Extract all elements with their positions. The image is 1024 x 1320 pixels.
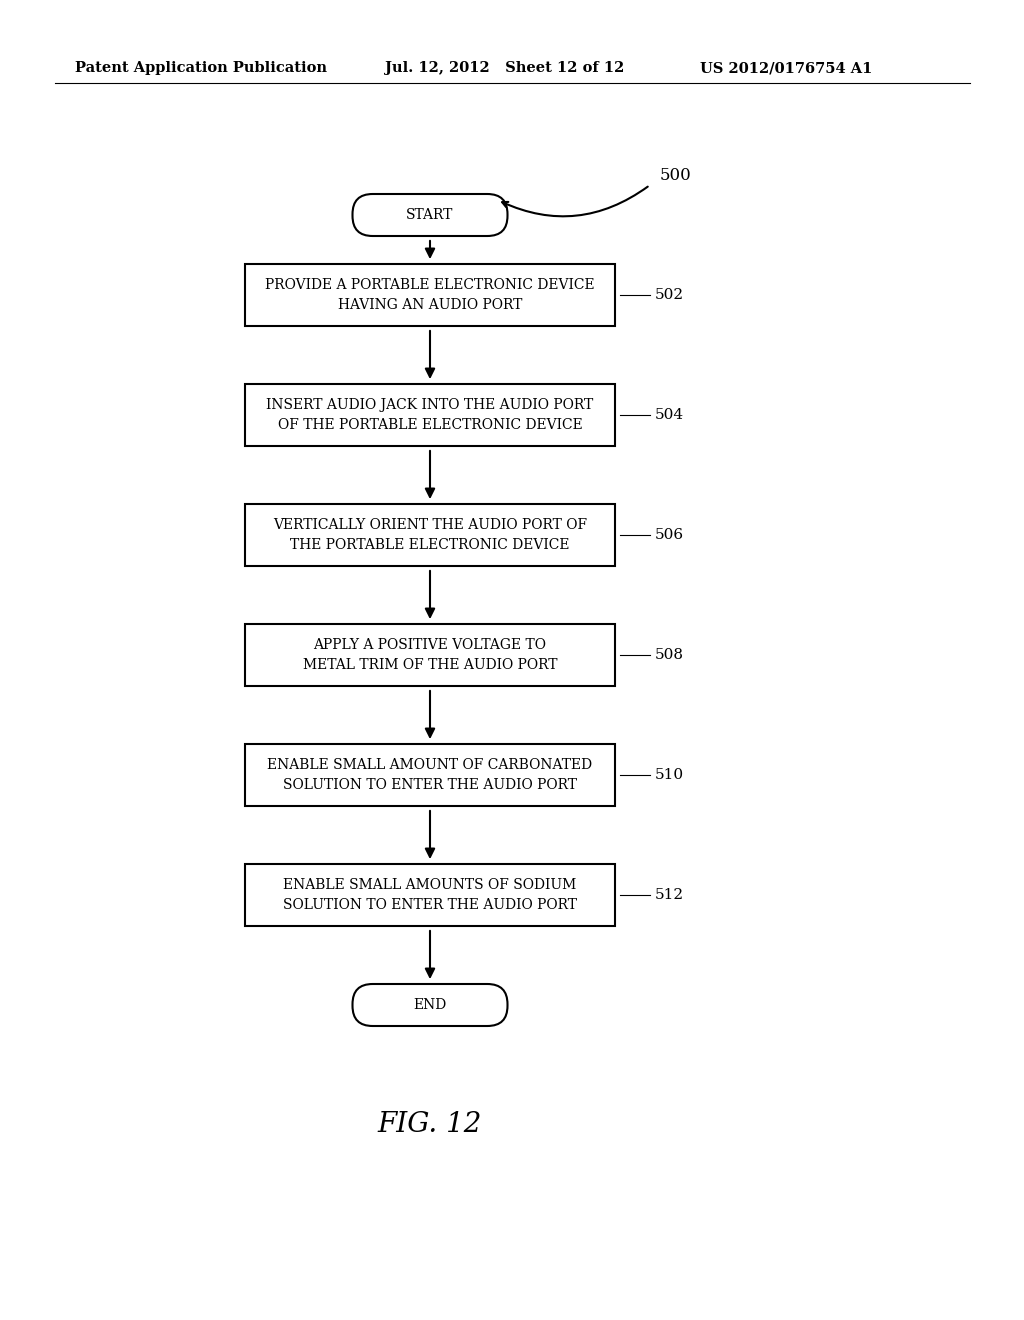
FancyBboxPatch shape [245, 744, 615, 807]
FancyBboxPatch shape [245, 624, 615, 686]
Text: 508: 508 [655, 648, 684, 663]
Text: PROVIDE A PORTABLE ELECTRONIC DEVICE: PROVIDE A PORTABLE ELECTRONIC DEVICE [265, 279, 595, 292]
Text: VERTICALLY ORIENT THE AUDIO PORT OF: VERTICALLY ORIENT THE AUDIO PORT OF [273, 517, 587, 532]
Text: THE PORTABLE ELECTRONIC DEVICE: THE PORTABLE ELECTRONIC DEVICE [290, 539, 569, 552]
Text: END: END [414, 998, 446, 1012]
Text: APPLY A POSITIVE VOLTAGE TO: APPLY A POSITIVE VOLTAGE TO [313, 638, 547, 652]
Text: START: START [407, 209, 454, 222]
FancyBboxPatch shape [352, 983, 508, 1026]
Text: HAVING AN AUDIO PORT: HAVING AN AUDIO PORT [338, 298, 522, 312]
FancyBboxPatch shape [352, 194, 508, 236]
Text: 500: 500 [660, 166, 692, 183]
Text: 502: 502 [655, 288, 684, 302]
Text: 512: 512 [655, 888, 684, 902]
FancyBboxPatch shape [245, 865, 615, 927]
FancyBboxPatch shape [245, 264, 615, 326]
Text: 504: 504 [655, 408, 684, 422]
Text: Patent Application Publication: Patent Application Publication [75, 61, 327, 75]
Text: ENABLE SMALL AMOUNTS OF SODIUM: ENABLE SMALL AMOUNTS OF SODIUM [284, 878, 577, 892]
FancyBboxPatch shape [245, 384, 615, 446]
Text: US 2012/0176754 A1: US 2012/0176754 A1 [700, 61, 872, 75]
Text: METAL TRIM OF THE AUDIO PORT: METAL TRIM OF THE AUDIO PORT [303, 657, 557, 672]
Text: FIG. 12: FIG. 12 [378, 1111, 482, 1138]
Text: 506: 506 [655, 528, 684, 543]
Text: ENABLE SMALL AMOUNT OF CARBONATED: ENABLE SMALL AMOUNT OF CARBONATED [267, 758, 593, 772]
Text: SOLUTION TO ENTER THE AUDIO PORT: SOLUTION TO ENTER THE AUDIO PORT [283, 898, 577, 912]
Text: OF THE PORTABLE ELECTRONIC DEVICE: OF THE PORTABLE ELECTRONIC DEVICE [278, 418, 583, 432]
FancyBboxPatch shape [245, 504, 615, 566]
Text: INSERT AUDIO JACK INTO THE AUDIO PORT: INSERT AUDIO JACK INTO THE AUDIO PORT [266, 399, 594, 412]
Text: Jul. 12, 2012   Sheet 12 of 12: Jul. 12, 2012 Sheet 12 of 12 [385, 61, 625, 75]
Text: 510: 510 [655, 768, 684, 781]
Text: SOLUTION TO ENTER THE AUDIO PORT: SOLUTION TO ENTER THE AUDIO PORT [283, 777, 577, 792]
